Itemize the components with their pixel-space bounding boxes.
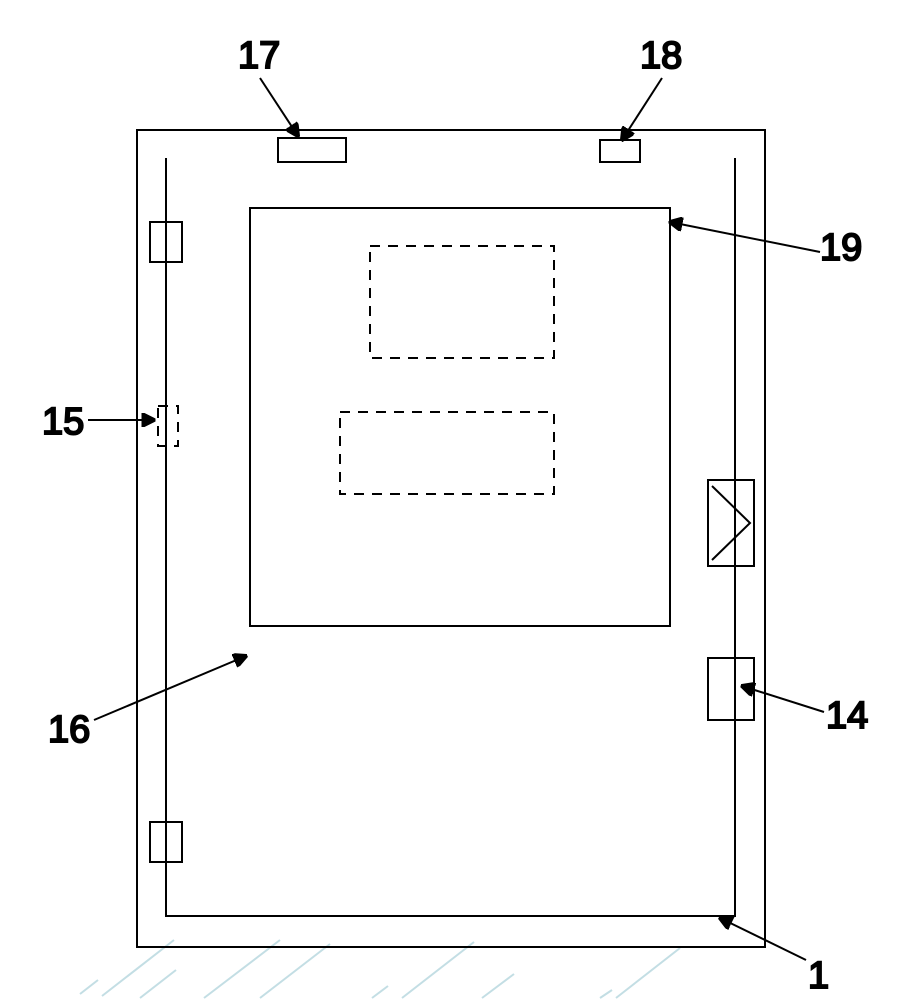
top-tab-left xyxy=(278,138,346,162)
leader-17 xyxy=(260,78,298,136)
callout-17: 17 xyxy=(238,35,280,77)
watermark-line xyxy=(102,940,174,996)
callout-1: 1 xyxy=(808,955,829,997)
rhs-upper-triangle xyxy=(712,486,750,560)
leader-1 xyxy=(720,918,806,960)
callout-14: 14 xyxy=(826,695,868,737)
left-dashed-tab xyxy=(158,406,178,446)
watermark-line xyxy=(600,990,612,998)
watermark-line xyxy=(616,948,680,998)
watermark-line xyxy=(204,940,280,998)
window-panel xyxy=(250,208,670,626)
watermark-line xyxy=(140,970,176,998)
rhs-lower-rect xyxy=(708,658,754,720)
callout-15: 15 xyxy=(42,401,84,443)
leader-19 xyxy=(670,222,820,252)
door-panel xyxy=(166,158,735,916)
callout-19: 19 xyxy=(820,227,862,269)
watermark-line xyxy=(372,986,388,998)
top-tab-right xyxy=(600,140,640,162)
inner-dashed-bottom xyxy=(340,412,554,494)
callout-18: 18 xyxy=(640,35,682,77)
leader-16 xyxy=(94,656,246,720)
watermark-line xyxy=(260,944,330,998)
rhs-upper-rect xyxy=(708,480,754,566)
callout-16: 16 xyxy=(48,709,90,751)
watermark-line xyxy=(482,974,514,998)
watermark-line xyxy=(80,980,98,994)
inner-dashed-top xyxy=(370,246,554,358)
watermark-line xyxy=(402,942,474,998)
